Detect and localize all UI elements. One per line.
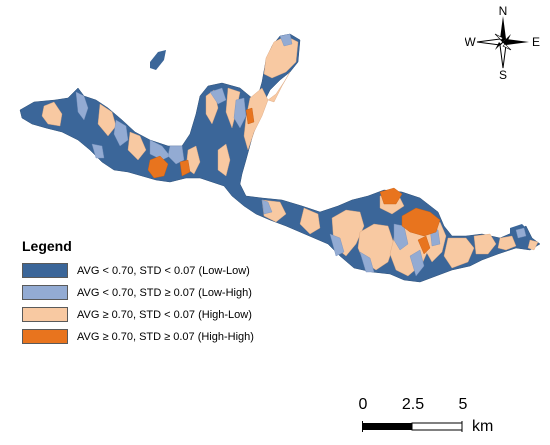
scale-bar: 0 2.5 5 km [350,396,510,440]
legend-swatch [22,285,68,300]
legend-label: AVG ≥ 0.70, STD ≥ 0.07 (High-High) [77,330,254,343]
legend-label: AVG < 0.70, STD < 0.07 (Low-Low) [77,264,250,277]
compass-icon: N S E W [465,4,540,80]
legend-title: Legend [22,238,72,254]
legend-label: AVG ≥ 0.70, STD < 0.07 (High-Low) [77,308,252,321]
region-islet [150,50,166,70]
compass-w: W [465,35,476,49]
scale-tick-0: 0 [358,396,368,413]
scale-tick-5: 5 [458,396,468,413]
compass-e: E [532,35,540,49]
legend-item-high-low: AVG ≥ 0.70, STD < 0.07 (High-Low) [22,306,282,323]
compass-n: N [499,4,508,18]
legend-label: AVG < 0.70, STD ≥ 0.07 (Low-High) [77,286,252,299]
scale-bar-graphic [362,421,463,432]
legend-item-low-high: AVG < 0.70, STD ≥ 0.07 (Low-High) [22,284,282,301]
legend-item-high-high: AVG ≥ 0.70, STD ≥ 0.07 (High-High) [22,328,282,345]
scale-unit: km [472,418,494,435]
compass-s: S [499,68,507,80]
legend: Legend AVG < 0.70, STD < 0.07 (Low-Low) … [22,238,282,350]
scale-tick-2-5: 2.5 [401,396,425,413]
legend-swatch [22,307,68,322]
legend-swatch [22,263,68,278]
high-high-polygons [147,107,441,255]
legend-item-low-low: AVG < 0.70, STD < 0.07 (Low-Low) [22,262,282,279]
legend-swatch [22,329,68,344]
low-high-polygons [75,33,527,277]
